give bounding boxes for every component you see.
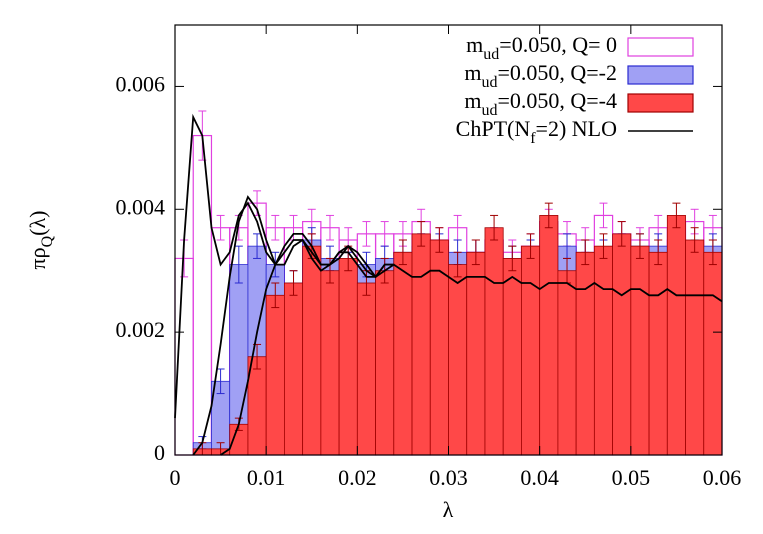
x-axis-title: λ bbox=[443, 497, 454, 522]
x-tick-label: 0.03 bbox=[429, 465, 468, 490]
x-tick-label: 0.06 bbox=[703, 465, 742, 490]
bar bbox=[393, 251, 413, 456]
bar bbox=[411, 233, 431, 456]
x-tick-label: 0.04 bbox=[520, 465, 559, 490]
legend-swatch bbox=[627, 37, 694, 57]
error-bar bbox=[471, 239, 480, 266]
legend-swatch bbox=[627, 93, 694, 113]
bar bbox=[557, 270, 577, 456]
legend-label: mud=0.050, Q= 0 bbox=[466, 32, 617, 63]
bar bbox=[539, 215, 559, 456]
y-tick-label: 0.002 bbox=[116, 317, 166, 342]
bar bbox=[502, 258, 522, 456]
bar bbox=[685, 239, 705, 456]
bar bbox=[593, 245, 613, 456]
legend-label: mud=0.050, Q=-2 bbox=[464, 60, 617, 91]
error-bar bbox=[508, 245, 517, 272]
y-tick-label: 0.006 bbox=[116, 71, 166, 96]
legend-label: mud=0.050, Q=-4 bbox=[464, 88, 617, 119]
bar bbox=[703, 251, 723, 456]
error-bar bbox=[234, 245, 243, 284]
y-axis-title: πρQ(λ) bbox=[25, 211, 56, 270]
error-bar bbox=[325, 257, 334, 284]
legend-label: ChPT(Nf=2) NLO bbox=[456, 116, 617, 147]
error-bar bbox=[544, 202, 553, 229]
error-bar bbox=[690, 227, 699, 253]
error-bar bbox=[271, 214, 280, 241]
error-bar bbox=[599, 202, 608, 229]
error-bar bbox=[654, 239, 663, 266]
bar bbox=[521, 245, 541, 456]
error-bar bbox=[453, 251, 462, 278]
x-tick-label: 0.01 bbox=[247, 465, 286, 490]
error-bar bbox=[708, 239, 717, 266]
bar bbox=[356, 282, 376, 456]
bar bbox=[302, 245, 322, 456]
error-bar bbox=[435, 227, 444, 253]
error-bar bbox=[289, 270, 298, 296]
error-bar bbox=[617, 221, 626, 247]
error-bar bbox=[635, 233, 644, 259]
x-tick-label: 0.05 bbox=[612, 465, 651, 490]
error-bar bbox=[526, 233, 535, 259]
bar bbox=[630, 245, 650, 456]
error-bar bbox=[490, 214, 499, 241]
bar bbox=[320, 270, 340, 456]
line bbox=[192, 195, 394, 456]
error-bar bbox=[581, 239, 590, 266]
line bbox=[174, 113, 723, 419]
bar bbox=[265, 294, 285, 456]
error-bar bbox=[216, 368, 225, 395]
error-bar bbox=[271, 282, 280, 309]
error-bar bbox=[398, 239, 407, 266]
error-bar bbox=[672, 202, 681, 229]
error-bar bbox=[253, 233, 262, 259]
bar bbox=[375, 270, 395, 456]
bar bbox=[612, 233, 632, 456]
bar bbox=[429, 239, 449, 456]
bar bbox=[283, 282, 304, 456]
bar bbox=[338, 258, 358, 456]
bar bbox=[448, 264, 468, 456]
bar bbox=[575, 251, 595, 456]
x-tick-label: 0 bbox=[170, 465, 181, 490]
bar bbox=[247, 356, 267, 456]
error-bar bbox=[325, 214, 334, 241]
error-bar bbox=[362, 221, 371, 247]
error-bar bbox=[417, 221, 426, 247]
line bbox=[220, 233, 395, 456]
bar bbox=[648, 251, 668, 456]
error-bar bbox=[216, 214, 225, 241]
bar bbox=[192, 134, 213, 456]
x-tick-label: 0.02 bbox=[338, 465, 377, 490]
bar bbox=[666, 215, 686, 456]
y-tick-label: 0 bbox=[154, 440, 165, 465]
bar bbox=[484, 227, 504, 456]
error-bar bbox=[599, 233, 608, 259]
legend-swatch bbox=[627, 65, 694, 85]
bar bbox=[466, 251, 486, 456]
y-tick-label: 0.004 bbox=[116, 194, 166, 219]
